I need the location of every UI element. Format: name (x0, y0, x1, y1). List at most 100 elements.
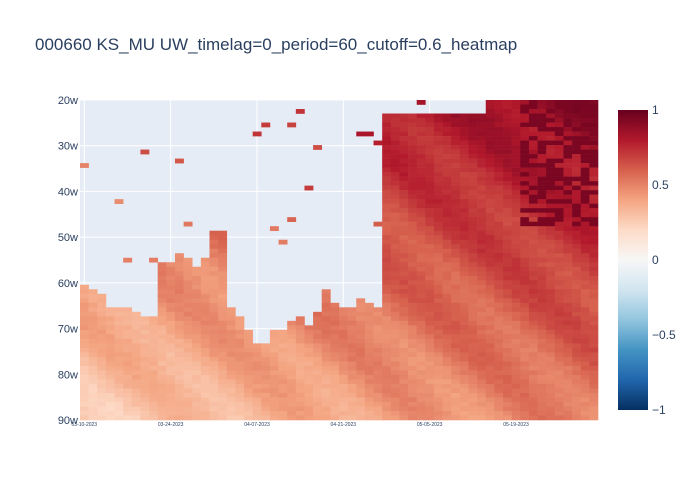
heatmap-cell (123, 406, 133, 412)
heatmap-cell (572, 199, 582, 204)
heatmap-cell (503, 316, 512, 322)
heatmap-cell (218, 397, 228, 403)
heatmap-cell (399, 167, 409, 173)
heatmap-cell (304, 185, 314, 191)
heatmap-cell (537, 140, 547, 146)
heatmap-cell (546, 361, 556, 367)
heatmap-cell (192, 343, 202, 349)
heatmap-cell (390, 307, 400, 313)
heatmap-cell (166, 374, 176, 380)
heatmap-cell (442, 136, 452, 141)
heatmap-cell (451, 185, 461, 191)
heatmap-cell (589, 109, 599, 114)
heatmap-cell (200, 325, 210, 331)
heatmap-cell (546, 347, 556, 353)
heatmap-cell (554, 356, 564, 362)
heatmap-cell (442, 325, 452, 331)
heatmap-cell (304, 352, 314, 358)
heatmap-cell (382, 190, 392, 195)
heatmap-cell (149, 334, 158, 340)
heatmap-cell (589, 167, 599, 173)
heatmap-cell (166, 320, 176, 326)
heatmap-cell (503, 226, 512, 232)
heatmap-cell (433, 383, 443, 389)
heatmap-cell (494, 374, 504, 380)
heatmap-cell (244, 365, 253, 371)
heatmap-cell (287, 320, 297, 326)
heatmap-cell (546, 199, 556, 204)
heatmap-cell (485, 163, 495, 168)
heatmap-cell (477, 338, 487, 344)
heatmap-cell (494, 275, 504, 281)
heatmap-cell (442, 397, 452, 403)
heatmap-cell (209, 392, 219, 398)
heatmap-cell (451, 284, 461, 290)
heatmap-cell (511, 235, 521, 241)
heatmap-cell (97, 329, 107, 335)
heatmap-cell (313, 145, 323, 150)
heatmap-cell (408, 365, 417, 371)
heatmap-cell (546, 374, 556, 380)
heatmap-cell (192, 266, 202, 272)
heatmap-cell (563, 100, 573, 105)
heatmap-cell (88, 415, 98, 421)
heatmap-cell (520, 397, 530, 403)
heatmap-cell (356, 352, 366, 358)
heatmap-cell (382, 185, 392, 191)
heatmap-cell (572, 338, 582, 344)
heatmap-cell (477, 356, 487, 362)
heatmap-cell (140, 379, 150, 385)
heatmap-cell (425, 293, 435, 299)
heatmap-cell (503, 379, 512, 385)
heatmap-cell (537, 374, 547, 380)
heatmap-cell (537, 167, 547, 173)
heatmap-cell (546, 190, 556, 195)
heatmap-cell (218, 257, 228, 263)
heatmap-cell (442, 410, 452, 416)
heatmap-cell (537, 302, 547, 308)
heatmap-cell (485, 392, 495, 398)
heatmap-cell (494, 338, 504, 344)
heatmap-cell (80, 293, 89, 299)
heatmap-cell (408, 253, 417, 259)
heatmap-cell (278, 410, 288, 416)
heatmap-cell (382, 145, 392, 150)
heatmap-cell (149, 356, 158, 362)
heatmap-cell (252, 374, 262, 380)
heatmap-cell (520, 379, 530, 385)
heatmap-cell (80, 410, 89, 416)
heatmap-cell (330, 397, 340, 403)
heatmap-cell (511, 257, 521, 263)
heatmap-cell (278, 392, 288, 398)
heatmap-cell (563, 154, 573, 159)
heatmap-cell (537, 217, 547, 222)
heatmap-cell (140, 410, 150, 416)
heatmap-cell (97, 325, 107, 331)
heatmap-cell (313, 388, 323, 394)
heatmap-cell (416, 397, 426, 403)
heatmap-cell (356, 356, 366, 362)
heatmap-cell (416, 122, 426, 128)
heatmap-cell (511, 361, 521, 367)
heatmap-cell (451, 401, 461, 407)
heatmap-cell (468, 145, 478, 150)
heatmap-cell (149, 365, 158, 371)
heatmap-cell (511, 154, 521, 159)
heatmap-cell (399, 374, 409, 380)
heatmap-cell (88, 388, 98, 394)
heatmap-cell (183, 302, 193, 308)
heatmap-cell (278, 406, 288, 412)
heatmap-cell (339, 374, 348, 380)
heatmap-cell (589, 194, 599, 200)
heatmap-cell (451, 181, 461, 186)
heatmap-cell (589, 127, 599, 132)
heatmap-cell (468, 127, 478, 132)
heatmap-cell (287, 406, 297, 412)
heatmap-cell (408, 329, 417, 335)
heatmap-cell (183, 257, 193, 263)
heatmap-cell (459, 239, 469, 245)
heatmap-cell (408, 392, 417, 398)
heatmap-cell (200, 374, 210, 380)
heatmap-cell (304, 392, 314, 398)
heatmap-cell (269, 365, 279, 371)
